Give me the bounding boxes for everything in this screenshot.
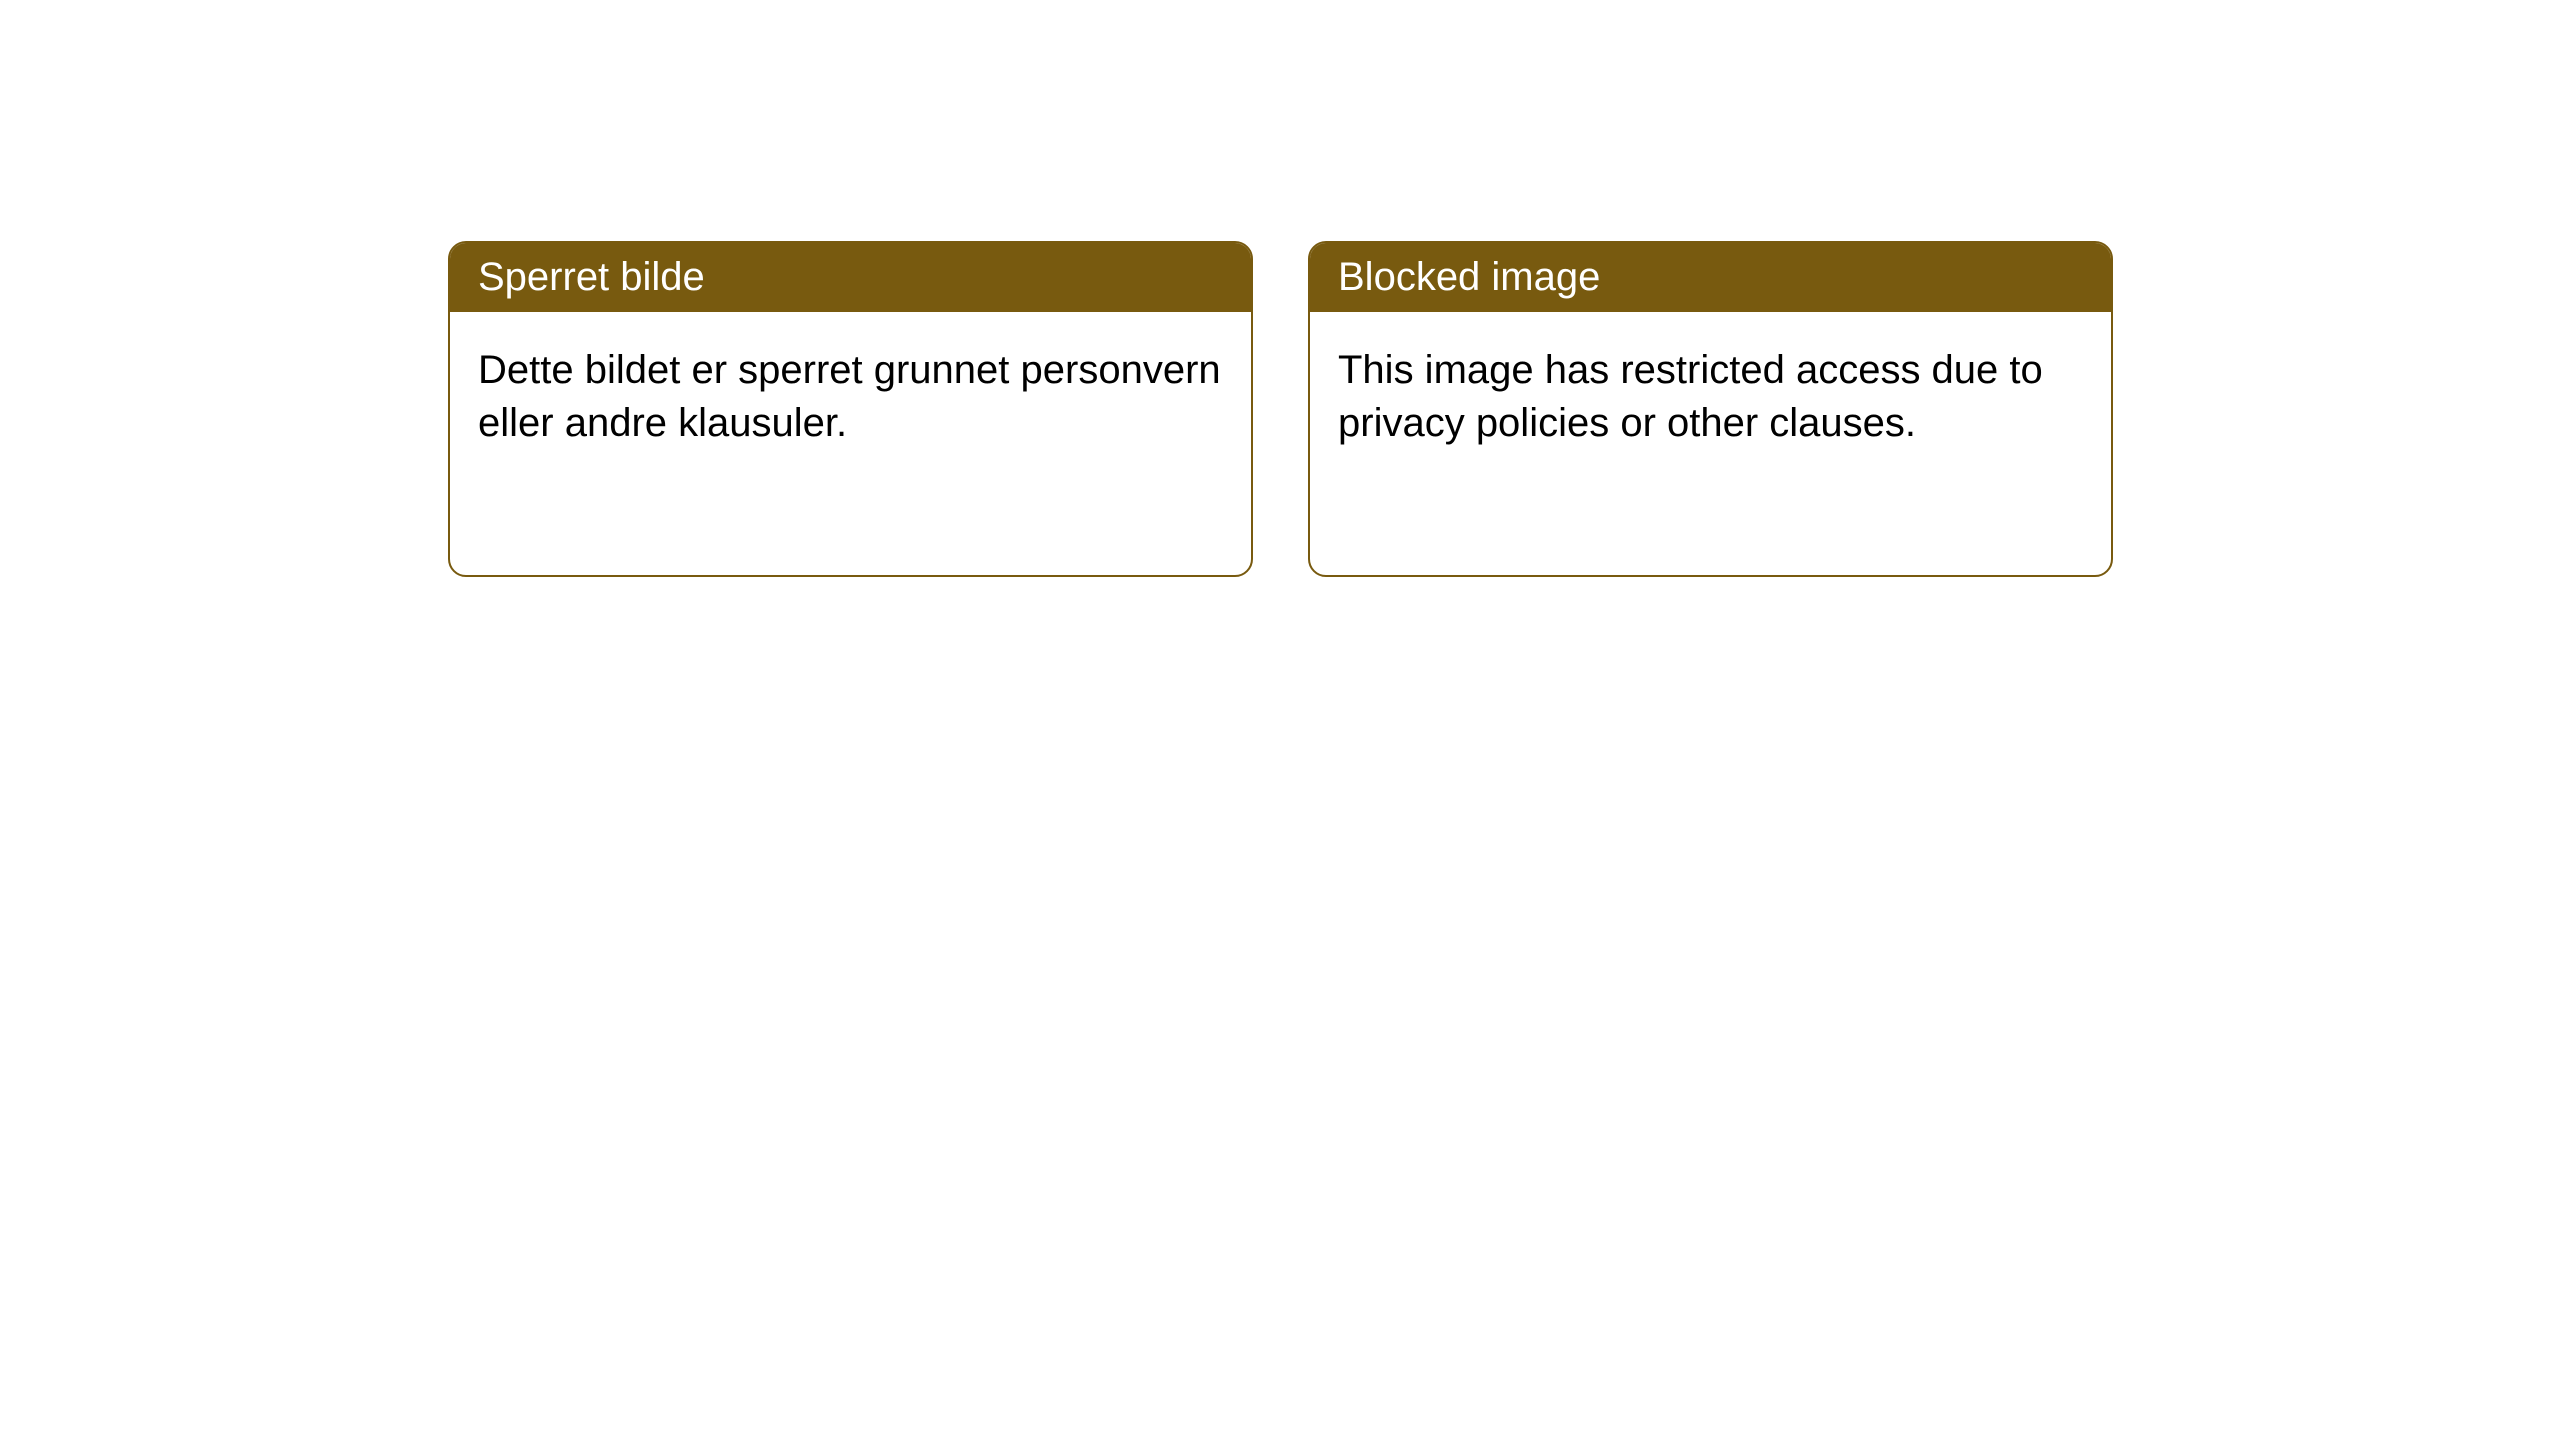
notice-card-english: Blocked image This image has restricted … [1308, 241, 2113, 577]
notice-body-text: This image has restricted access due to … [1338, 348, 2043, 445]
notice-header: Blocked image [1310, 243, 2111, 312]
notice-title: Sperret bilde [478, 255, 705, 299]
notice-card-norwegian: Sperret bilde Dette bildet er sperret gr… [448, 241, 1253, 577]
notices-container: Sperret bilde Dette bildet er sperret gr… [448, 241, 2113, 577]
notice-body: Dette bildet er sperret grunnet personve… [450, 312, 1251, 482]
notice-title: Blocked image [1338, 255, 1600, 299]
notice-header: Sperret bilde [450, 243, 1251, 312]
notice-body: This image has restricted access due to … [1310, 312, 2111, 482]
notice-body-text: Dette bildet er sperret grunnet personve… [478, 348, 1221, 445]
